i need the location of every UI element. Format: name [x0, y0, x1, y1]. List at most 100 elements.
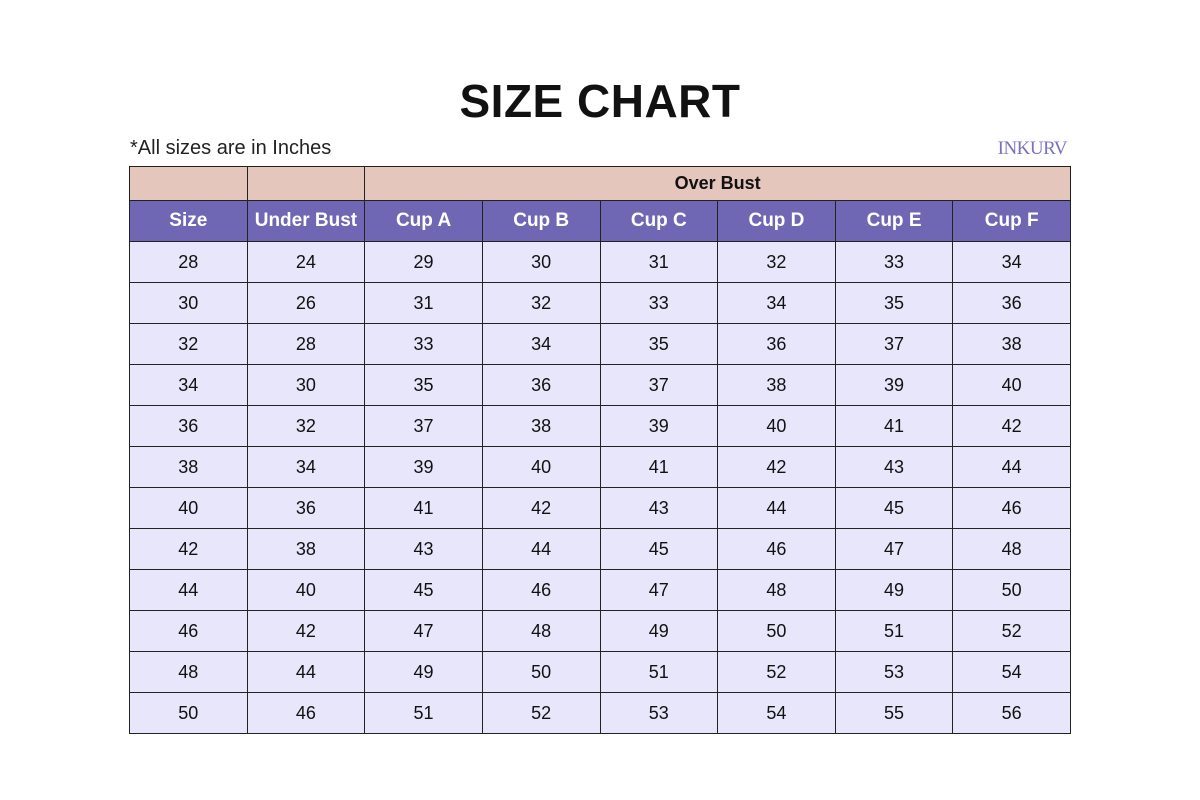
table-row: 30 26 31 32 33 34 35 36 — [129, 282, 1071, 324]
table-cell: 30 — [246, 364, 366, 406]
table-row: 36 32 37 38 39 40 41 42 — [129, 405, 1071, 447]
table-cell: 44 — [246, 651, 366, 693]
table-cell: 34 — [717, 282, 836, 324]
table-cell: 46 — [481, 569, 601, 611]
table-cell: 34 — [129, 364, 248, 406]
table-cell: 50 — [952, 569, 1071, 611]
table-cell: 31 — [599, 241, 719, 283]
table-cell: 33 — [599, 282, 719, 324]
column-header: Cup F — [952, 200, 1071, 242]
page-title: SIZE CHART — [459, 75, 741, 127]
table-cell: 38 — [952, 323, 1071, 365]
table-cell: 41 — [364, 487, 483, 529]
table-row: 32 28 33 34 35 36 37 38 — [129, 323, 1071, 365]
table-cell: 30 — [129, 282, 248, 324]
table-cell: 51 — [599, 651, 719, 693]
table-cell: 42 — [952, 405, 1071, 447]
empty-header-cell — [246, 166, 366, 201]
column-header: Cup E — [834, 200, 954, 242]
table-cell: 40 — [717, 405, 836, 447]
table-cell: 33 — [834, 241, 954, 283]
column-header: Cup D — [717, 200, 836, 242]
table-cell: 43 — [834, 446, 954, 488]
table-cell: 46 — [246, 692, 366, 734]
table-row: 42 38 43 44 45 46 47 48 — [129, 528, 1071, 570]
table-cell: 40 — [952, 364, 1071, 406]
table-cell: 51 — [834, 610, 954, 652]
table-cell: 33 — [364, 323, 483, 365]
table-cell: 42 — [246, 610, 366, 652]
column-header-row: Size Under Bust Cup A Cup B Cup C Cup D … — [129, 200, 1071, 242]
table-row: 44 40 45 46 47 48 49 50 — [129, 569, 1071, 611]
table-cell: 52 — [481, 692, 601, 734]
over-bust-header: Over Bust — [364, 166, 1071, 201]
table-body: 28 24 29 30 31 32 33 34 30 26 31 32 33 34 35 36 32 28 33 34… — [129, 241, 1071, 734]
table-cell: 41 — [599, 446, 719, 488]
table-cell: 35 — [599, 323, 719, 365]
table-cell: 32 — [129, 323, 248, 365]
table-row: 46 42 47 48 49 50 51 52 — [129, 610, 1071, 652]
brand-logo: INKURV — [997, 138, 1068, 159]
table-cell: 37 — [834, 323, 954, 365]
table-cell: 24 — [246, 241, 366, 283]
column-header: Cup C — [599, 200, 719, 242]
table-cell: 36 — [717, 323, 836, 365]
table-cell: 28 — [129, 241, 248, 283]
table-cell: 45 — [599, 528, 719, 570]
table-cell: 35 — [834, 282, 954, 324]
table-cell: 49 — [599, 610, 719, 652]
column-header: Under Bust — [246, 200, 366, 242]
column-header: Cup B — [481, 200, 601, 242]
table-cell: 35 — [364, 364, 483, 406]
table-cell: 54 — [952, 651, 1071, 693]
empty-header-cell — [129, 166, 248, 201]
table-row: 50 46 51 52 53 54 55 56 — [129, 692, 1071, 734]
table-cell: 45 — [834, 487, 954, 529]
table-cell: 44 — [952, 446, 1071, 488]
table-cell: 37 — [599, 364, 719, 406]
table-cell: 34 — [246, 446, 366, 488]
table-cell: 38 — [481, 405, 601, 447]
table-cell: 51 — [364, 692, 483, 734]
table-cell: 34 — [952, 241, 1071, 283]
table-cell: 47 — [364, 610, 483, 652]
table-cell: 36 — [952, 282, 1071, 324]
table-cell: 48 — [129, 651, 248, 693]
table-cell: 40 — [481, 446, 601, 488]
table-row: 34 30 35 36 37 38 39 40 — [129, 364, 1071, 406]
table-cell: 39 — [599, 405, 719, 447]
table-cell: 56 — [952, 692, 1071, 734]
table-cell: 52 — [952, 610, 1071, 652]
table-cell: 38 — [717, 364, 836, 406]
table-cell: 26 — [246, 282, 366, 324]
table-row: 48 44 49 50 51 52 53 54 — [129, 651, 1071, 693]
table-cell: 48 — [952, 528, 1071, 570]
table-cell: 38 — [246, 528, 366, 570]
table-cell: 36 — [129, 405, 248, 447]
column-header: Size — [129, 200, 248, 242]
units-note: *All sizes are in Inches — [130, 137, 332, 159]
table-cell: 44 — [129, 569, 248, 611]
table-cell: 32 — [246, 405, 366, 447]
table-cell: 45 — [364, 569, 483, 611]
table-cell: 30 — [481, 241, 601, 283]
table-cell: 43 — [364, 528, 483, 570]
table-cell: 31 — [364, 282, 483, 324]
table-cell: 46 — [952, 487, 1071, 529]
table-cell: 41 — [834, 405, 954, 447]
table-row: 28 24 29 30 31 32 33 34 — [129, 241, 1071, 283]
table-cell: 42 — [129, 528, 248, 570]
table-cell: 36 — [481, 364, 601, 406]
table-cell: 37 — [364, 405, 483, 447]
table-cell: 46 — [717, 528, 836, 570]
table-cell: 48 — [481, 610, 601, 652]
table-cell: 55 — [834, 692, 954, 734]
group-header-row: Over Bust — [129, 166, 1071, 201]
table-cell: 53 — [599, 692, 719, 734]
table-row: 38 34 39 40 41 42 43 44 — [129, 446, 1071, 488]
table-cell: 52 — [717, 651, 836, 693]
table-cell: 34 — [481, 323, 601, 365]
table-cell: 50 — [129, 692, 248, 734]
table-cell: 43 — [599, 487, 719, 529]
table-cell: 47 — [834, 528, 954, 570]
